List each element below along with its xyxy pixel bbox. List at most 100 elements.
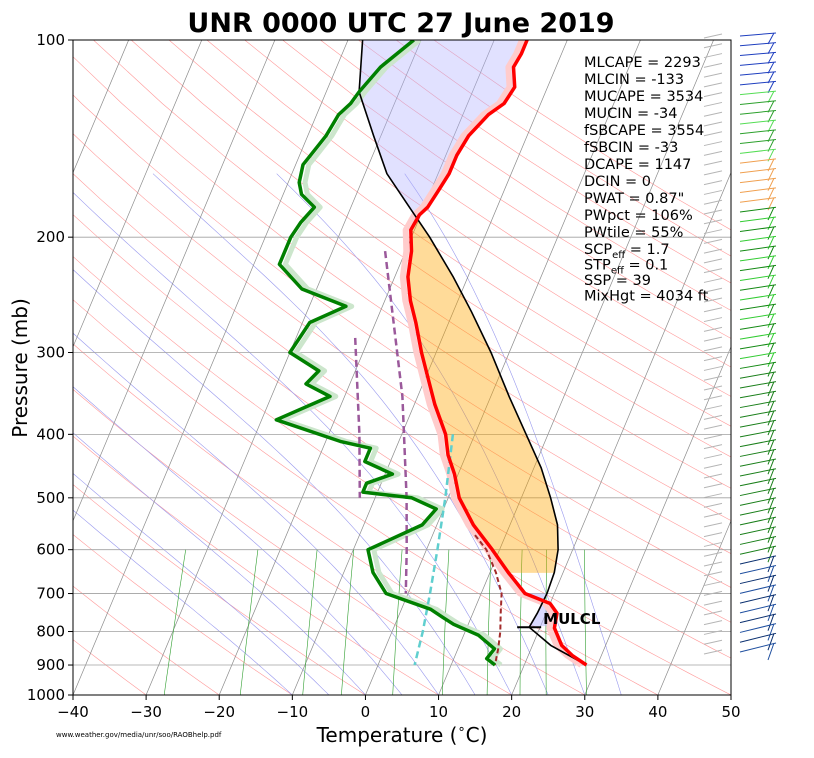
wind-barb-obs bbox=[703, 493, 723, 499]
index-label: PWtile = 55% bbox=[584, 225, 683, 241]
wind-barb-flag bbox=[767, 332, 775, 348]
index-label: STPeff = 0.1 bbox=[584, 258, 668, 277]
wind-barb bbox=[739, 429, 777, 438]
wind-barb bbox=[739, 216, 777, 223]
wind-barb-flag bbox=[767, 90, 775, 103]
wind-barb-obs bbox=[703, 150, 723, 156]
wind-barb-obs bbox=[703, 180, 723, 186]
wind-barb-obs bbox=[703, 199, 723, 205]
wind-barb-flag bbox=[767, 458, 775, 475]
dry-adiabat-line bbox=[73, 484, 366, 695]
wind-barb bbox=[739, 545, 777, 555]
wind-barb bbox=[739, 642, 777, 653]
wind-barb bbox=[739, 168, 777, 174]
dry-adiabat-line bbox=[73, 585, 220, 695]
wind-barb-obs bbox=[703, 405, 723, 411]
wind-barb-flag bbox=[767, 633, 775, 651]
dry-adiabat-line bbox=[168, 40, 731, 427]
wind-barb-obs bbox=[703, 72, 723, 78]
wind-barb bbox=[739, 516, 777, 526]
wind-barbs bbox=[703, 32, 777, 661]
mixing-ratio-line bbox=[584, 549, 587, 695]
wind-barb-obs bbox=[703, 53, 723, 59]
wind-barb-flag bbox=[767, 342, 775, 358]
wind-barb bbox=[739, 381, 777, 389]
dry-adiabat-line bbox=[206, 40, 731, 397]
mixing-ratio-line bbox=[519, 549, 523, 695]
index-label: DCIN = 0 bbox=[584, 174, 651, 190]
wind-barb-obs bbox=[703, 287, 723, 293]
x-axis-title: Temperature (∘C) bbox=[316, 722, 488, 747]
wind-barb-flag bbox=[767, 323, 775, 338]
y-axis-title: Pressure (mb) bbox=[8, 298, 32, 438]
y-tick-label: 200 bbox=[36, 228, 65, 246]
dry-adiabat-line bbox=[73, 343, 585, 695]
wind-barb bbox=[739, 109, 777, 115]
wind-barb-obs bbox=[703, 160, 723, 166]
wind-barb-flag bbox=[767, 584, 775, 602]
index-label: MLCAPE = 2293 bbox=[584, 55, 701, 71]
wind-barb bbox=[739, 352, 777, 360]
wind-barb-obs bbox=[703, 620, 723, 626]
wind-barb bbox=[739, 371, 777, 379]
wind-barb-flag bbox=[767, 545, 775, 563]
index-label: DCAPE = 1147 bbox=[584, 157, 691, 173]
index-label: MLCIN = -133 bbox=[584, 72, 684, 88]
isotherm-line bbox=[584, 345, 731, 695]
wind-barb-flag bbox=[767, 32, 775, 45]
wind-barb bbox=[739, 342, 777, 350]
wind-barb bbox=[739, 487, 777, 497]
wind-barb bbox=[739, 274, 777, 281]
y-tick-label: 300 bbox=[36, 344, 65, 362]
wind-barb bbox=[739, 61, 777, 66]
wind-barb bbox=[739, 226, 777, 233]
wind-barb bbox=[739, 284, 777, 291]
y-tick-label: 700 bbox=[36, 585, 65, 603]
x-tick-label: −40 bbox=[57, 703, 89, 721]
wind-barb bbox=[739, 80, 777, 86]
dgz-upper-line bbox=[353, 337, 362, 498]
wind-barb-obs bbox=[703, 141, 723, 147]
wind-barb bbox=[739, 293, 777, 301]
mixing-ratio-line bbox=[163, 549, 186, 695]
wind-barb bbox=[739, 42, 777, 47]
index-label: fSBCAPE = 3554 bbox=[584, 123, 704, 139]
mixing-ratio-line bbox=[545, 549, 547, 695]
wind-barb bbox=[739, 51, 777, 57]
wind-barb-obs bbox=[703, 336, 723, 342]
wind-barb bbox=[739, 623, 777, 633]
wind-barb-flag bbox=[767, 42, 775, 55]
y-tick-label: 600 bbox=[36, 541, 65, 559]
index-label: MixHgt = 4034 ft bbox=[584, 289, 709, 305]
wind-barb bbox=[739, 439, 777, 448]
wind-barb bbox=[739, 322, 777, 330]
wind-barb bbox=[739, 594, 777, 604]
wind-barb-flag bbox=[767, 429, 775, 446]
chart-title: UNR 0000 UTC 27 June 2019 bbox=[187, 8, 614, 39]
dry-adiabat-line bbox=[244, 40, 731, 368]
wind-barb-flag bbox=[767, 623, 775, 641]
wind-barb-flag bbox=[767, 100, 775, 113]
dry-adiabat-line bbox=[320, 40, 731, 311]
wind-barb-flag bbox=[767, 565, 775, 582]
y-tick-label: 100 bbox=[36, 31, 65, 49]
mixing-ratio-line bbox=[392, 549, 403, 695]
wind-barb-obs bbox=[703, 414, 723, 420]
wind-barb-flag bbox=[767, 410, 775, 426]
moist-adiabat-line bbox=[73, 432, 366, 695]
dry-adiabat-line bbox=[131, 40, 731, 458]
wind-barb-obs bbox=[703, 209, 723, 215]
dry-adiabat-line bbox=[73, 94, 731, 554]
y-tick-label: 800 bbox=[36, 623, 65, 641]
dry-adiabat-line bbox=[73, 56, 731, 521]
wind-barb-flag bbox=[767, 604, 775, 622]
wind-barb bbox=[739, 303, 777, 311]
mixing-ratio-lines bbox=[163, 549, 587, 695]
wind-barb bbox=[739, 574, 777, 585]
wind-barb-obs bbox=[703, 561, 723, 567]
dewpoint-shadow-line bbox=[279, 40, 503, 667]
dry-adiabat-line bbox=[73, 435, 439, 695]
wind-barb-obs bbox=[703, 444, 723, 450]
x-axis-title-text: Temperature ( bbox=[316, 723, 458, 747]
moist-adiabat-line bbox=[73, 509, 293, 695]
